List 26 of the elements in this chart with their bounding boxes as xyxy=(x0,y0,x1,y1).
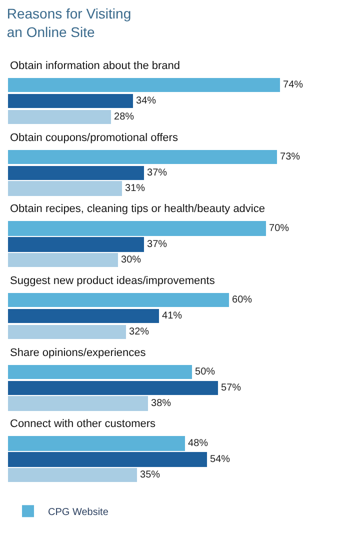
data-label: 48% xyxy=(188,438,208,449)
y-tick-label: Obtain information about the brand xyxy=(10,60,180,72)
data-label: 73% xyxy=(280,152,300,162)
data-label: 28% xyxy=(114,112,134,122)
y-tick-label: Suggest new product ideas/improvements xyxy=(10,275,216,287)
data-label: 60% xyxy=(232,294,252,306)
data-label: 41% xyxy=(162,310,182,322)
data-label: 54% xyxy=(210,454,230,465)
y-tick-label: Obtain recipes, cleaning tips or health/beauty advice xyxy=(10,203,265,215)
data-label: 34% xyxy=(136,96,156,106)
data-label: 37% xyxy=(147,168,168,178)
y-tick-label: Obtain coupons/promotional offers xyxy=(10,132,178,144)
y-tick-label: Connect with other customers xyxy=(10,418,156,430)
chart-title: Reasons for Visiting an Online Site xyxy=(6,6,132,40)
data-label: 38% xyxy=(151,398,172,409)
data-label: 57% xyxy=(221,382,242,394)
data-label: 32% xyxy=(129,326,150,338)
data-label: 31% xyxy=(125,183,146,194)
legend-label: CPG Website xyxy=(48,507,109,518)
data-label: 50% xyxy=(195,366,216,378)
data-label: 35% xyxy=(140,470,160,480)
y-tick-label: Share opinions/experiences xyxy=(10,347,146,359)
data-label: 30% xyxy=(121,254,142,266)
data-label: 37% xyxy=(147,239,168,250)
data-label: 74% xyxy=(283,80,304,90)
data-label: 70% xyxy=(269,223,290,234)
